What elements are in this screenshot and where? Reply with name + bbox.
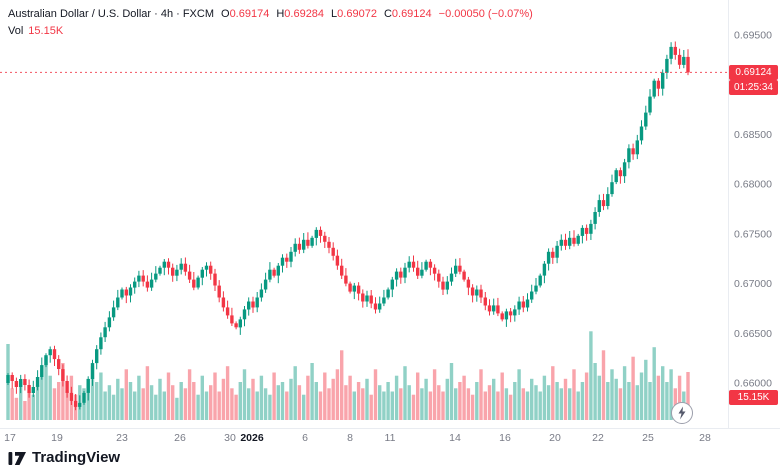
tradingview-attribution[interactable]: TradingView — [8, 449, 120, 466]
svg-text:0.68500: 0.68500 — [734, 129, 772, 141]
volume-layer — [6, 331, 690, 420]
svg-text:11: 11 — [385, 432, 396, 444]
close-value: 0.69124 — [391, 8, 432, 20]
svg-text:0.66000: 0.66000 — [734, 378, 772, 390]
volume-value: 15.15K — [28, 25, 64, 37]
change-value: −0.00050 (−0.07%) — [438, 8, 533, 20]
last-price-badge: 0.69124 — [729, 65, 778, 80]
svg-text:0.67500: 0.67500 — [734, 228, 772, 240]
svg-text:20: 20 — [549, 432, 561, 444]
svg-text:14: 14 — [449, 432, 461, 444]
tradingview-logo-icon — [8, 452, 26, 465]
svg-text:25: 25 — [642, 432, 654, 444]
high-value: 0.69284 — [284, 8, 325, 20]
svg-text:6: 6 — [302, 432, 308, 444]
svg-text:28: 28 — [699, 432, 711, 444]
brand-name: TradingView — [32, 449, 121, 466]
open-label: O — [221, 8, 230, 20]
svg-text:19: 19 — [51, 432, 63, 444]
svg-text:0.68000: 0.68000 — [734, 179, 772, 191]
lightning-icon — [678, 406, 686, 420]
svg-text:2026: 2026 — [240, 432, 264, 444]
close-label: C — [383, 8, 392, 20]
low-label: L — [331, 8, 338, 20]
svg-text:0.66500: 0.66500 — [734, 328, 772, 340]
svg-text:30: 30 — [224, 432, 236, 444]
volume-label: Vol — [8, 25, 24, 37]
symbol-title[interactable]: Australian Dollar / U.S. Dollar · 4h · F… — [8, 8, 214, 20]
instant-order-button[interactable] — [671, 402, 693, 424]
open-value: 0.69174 — [229, 8, 270, 20]
high-label: H — [276, 8, 285, 20]
svg-text:0.67000: 0.67000 — [734, 278, 772, 290]
legend-row-symbol: Australian Dollar / U.S. Dollar · 4h · F… — [8, 6, 533, 23]
svg-text:22: 22 — [592, 432, 604, 444]
svg-text:16: 16 — [499, 432, 511, 444]
chart-legend: Australian Dollar / U.S. Dollar · 4h · F… — [8, 6, 533, 40]
legend-row-volume: Vol 15.15K — [8, 23, 533, 40]
price-axis[interactable]: 0.69500 0.68500 0.68000 0.67500 0.67000 0.665… — [734, 30, 772, 390]
svg-text:8: 8 — [347, 432, 353, 444]
volume-axis-badge: 15.15K — [729, 390, 778, 405]
candlestick-layer — [6, 41, 690, 411]
chart-canvas[interactable]: 0.69500 0.68500 0.68000 0.67500 0.67000 0.665… — [0, 0, 780, 450]
time-axis[interactable]: 17 19 23 26 30 2026 6 8 11 14 16 20 22 25 28 — [4, 432, 711, 444]
svg-text:17: 17 — [4, 432, 16, 444]
svg-text:0.69500: 0.69500 — [734, 30, 772, 42]
svg-text:26: 26 — [174, 432, 186, 444]
bar-countdown-badge: 01:25:34 — [729, 80, 778, 95]
low-value: 0.69072 — [337, 8, 377, 20]
svg-text:23: 23 — [116, 432, 128, 444]
